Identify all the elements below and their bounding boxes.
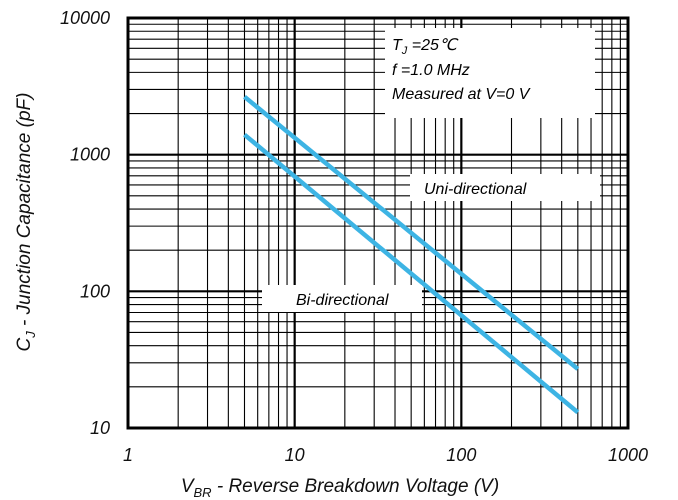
y-tick-label: 100 [80,281,110,301]
series-label-bi-text: Bi-directional [296,292,389,309]
series-label-bi-bg [262,285,422,312]
tick-labels: 1 10 100 1000 10 100 1000 10000 [60,8,648,465]
x-tick-label: 100 [446,445,476,465]
conditions-box: TJ =25℃ f =1.0 MHz Measured at V=0 V [385,28,595,118]
tj-annotation: TJ =25℃ [392,37,459,57]
conditions-box-bg [385,28,595,118]
series-label-bi: Bi-directional [262,285,422,312]
x-axis-label: VBR - Reverse Breakdown Voltage (V) [181,476,499,500]
series-label-uni-text: Uni-directional [424,181,527,198]
series-line-uni-directional [243,95,580,371]
frequency-annotation: f =1.0 MHz [392,62,470,79]
y-tick-label: 10000 [60,8,110,28]
series-lines [243,95,580,415]
plot-frame [126,16,630,430]
x-tick-label: 1 [123,445,133,465]
y-tick-label: 10 [90,418,110,438]
y-tick-label: 1000 [70,145,110,165]
series-label-uni-bg [410,174,600,201]
measured-annotation: Measured at V=0 V [392,86,531,103]
series-label-uni: Uni-directional [410,174,600,201]
y-axis-label: CJ - Junction Capacitance (pF) [14,93,38,352]
series-line-bi-directional [243,132,580,415]
x-tick-label: 10 [285,445,305,465]
x-tick-label: 1000 [608,445,648,465]
